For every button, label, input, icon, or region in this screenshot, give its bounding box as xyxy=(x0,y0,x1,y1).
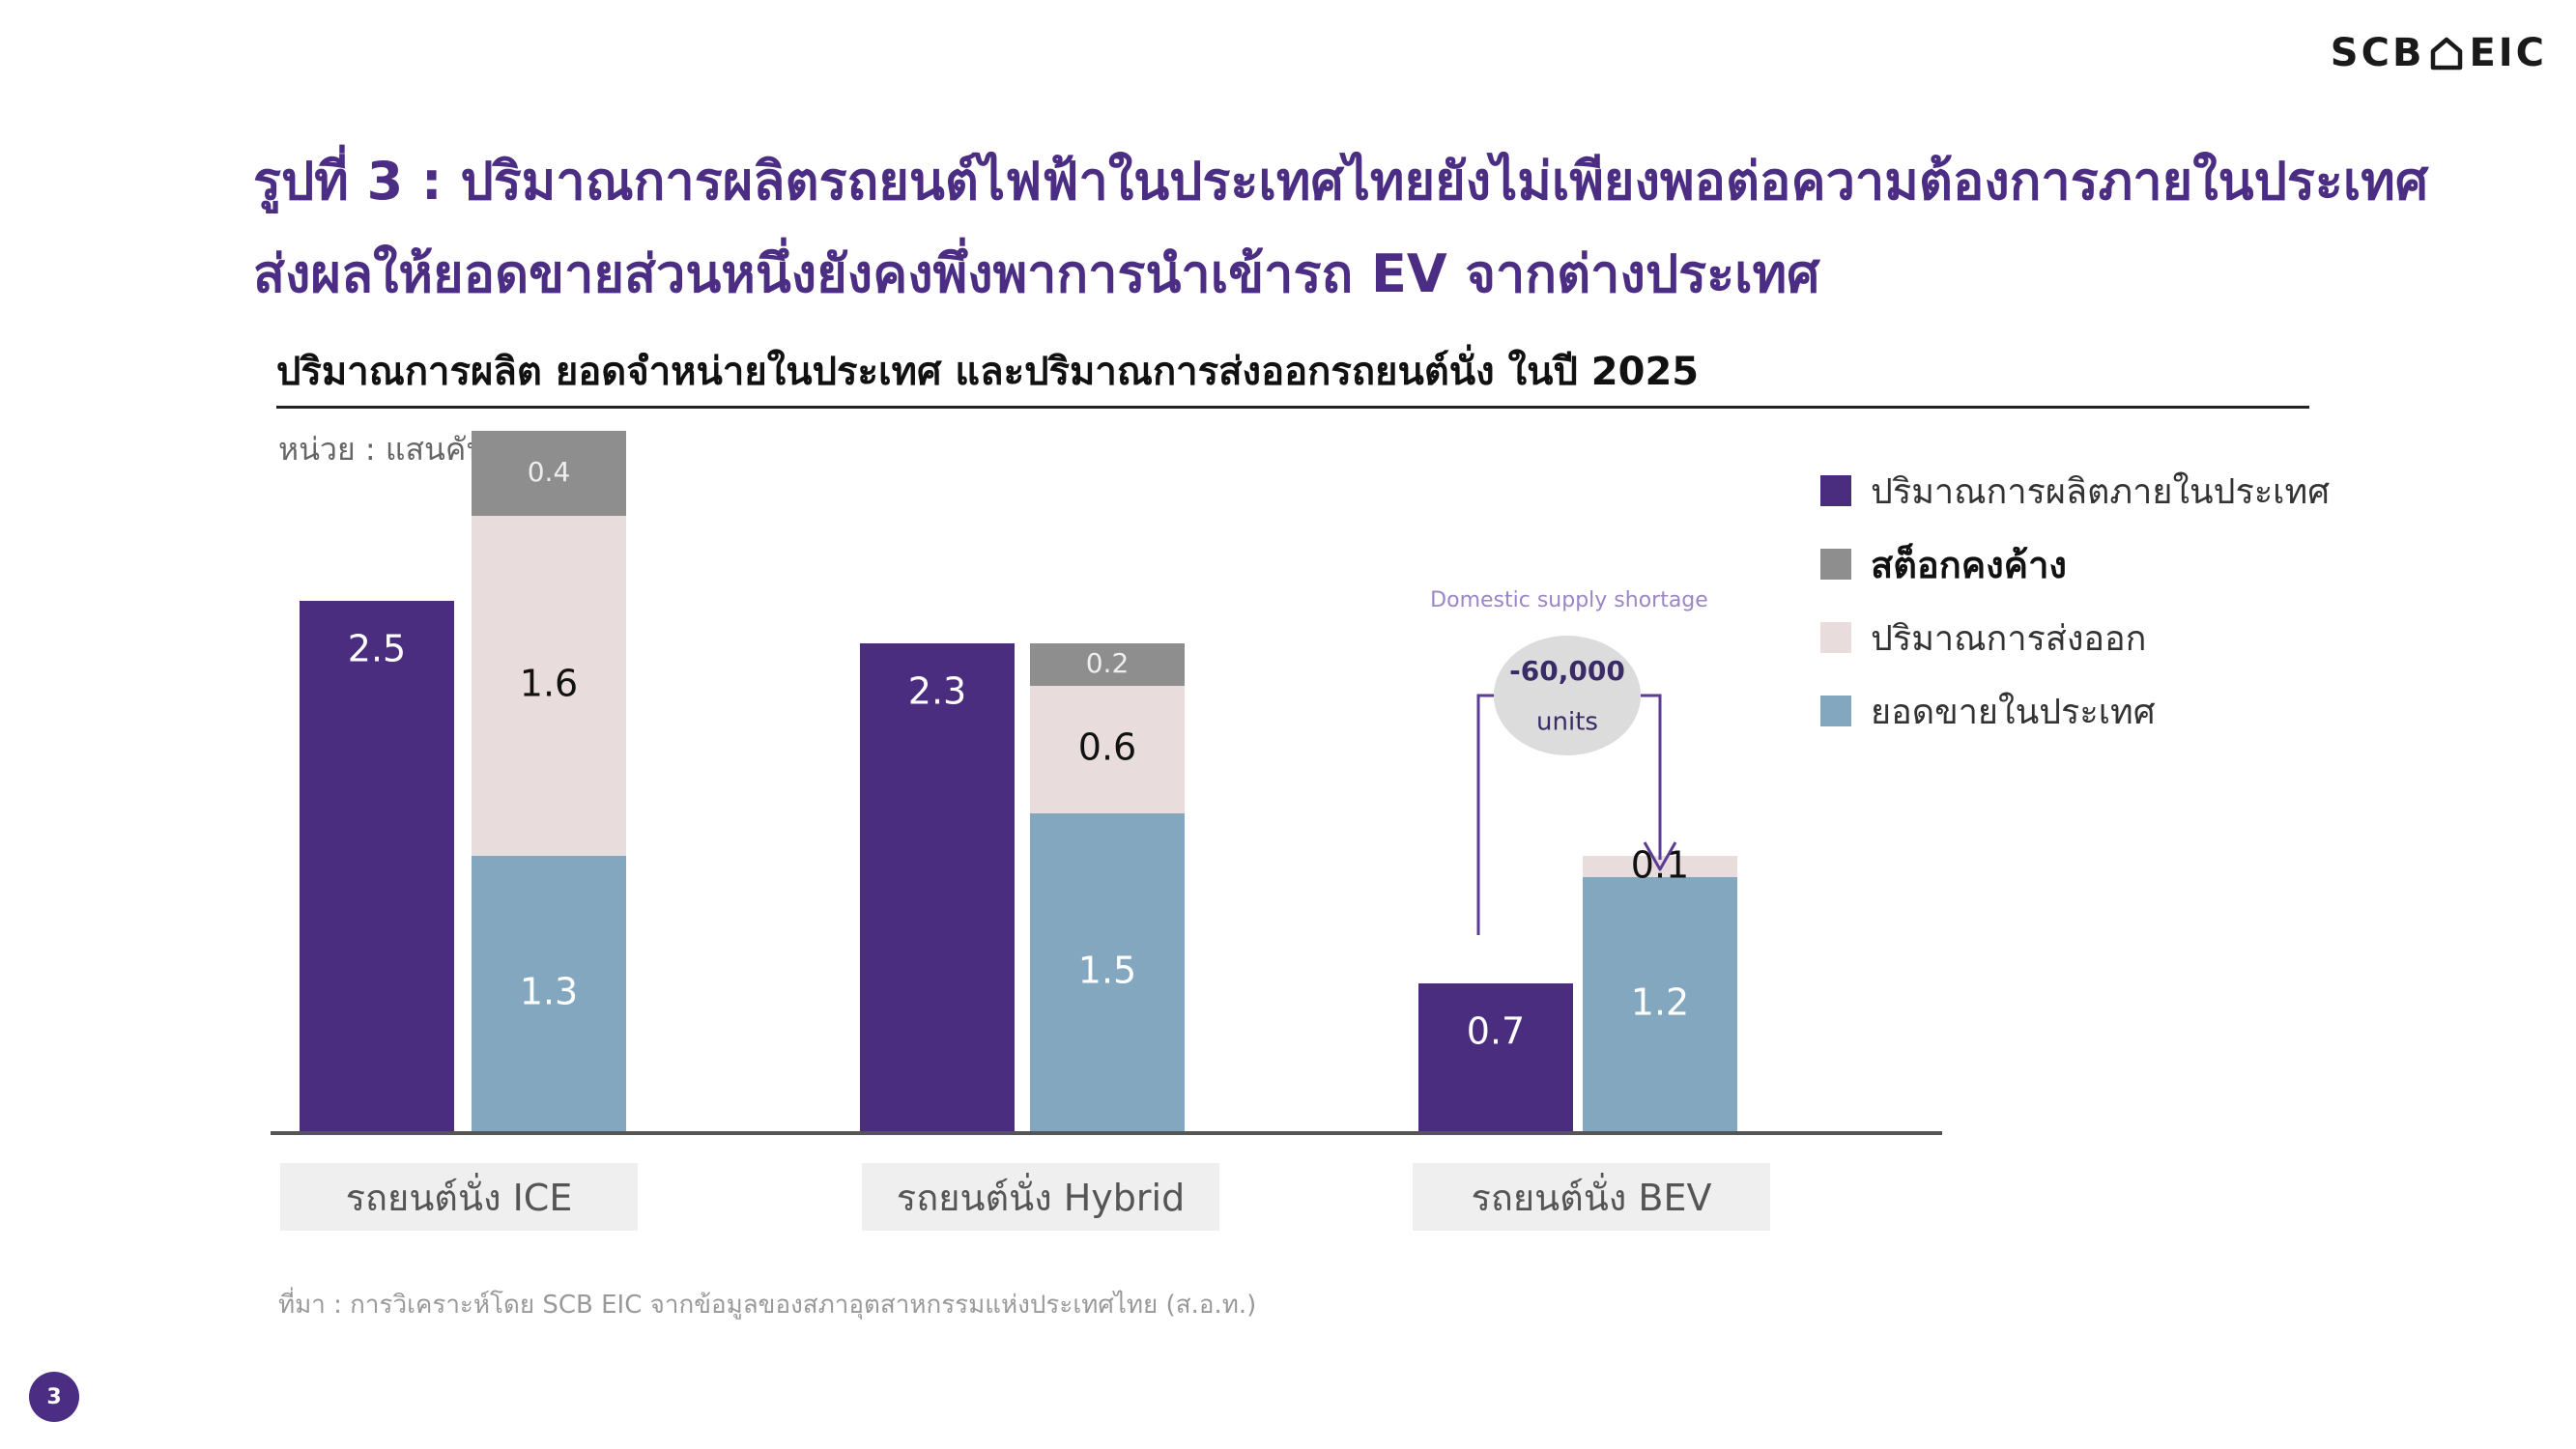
bar-stack-1-0 xyxy=(472,516,626,856)
category-label-ice: รถยนต์นั่ง ICE xyxy=(280,1163,638,1231)
legend-swatch-production xyxy=(1820,475,1851,506)
figure-title-line-2: ส่งผลให้ยอดขายส่วนหนึ่งยังคงพึ่งพาการนำเ… xyxy=(253,243,1820,304)
bar-production-0 xyxy=(300,601,454,1132)
data-label-stack-1-0: 1.6 xyxy=(520,663,578,705)
shortage-value: -60,000 xyxy=(1509,655,1625,687)
page-number: 3 xyxy=(29,1372,79,1422)
logo-text-left: SCB xyxy=(2330,31,2425,75)
legend-label-export: ปริมาณการส่งออก xyxy=(1871,618,2147,659)
bar-production-2 xyxy=(1418,983,1573,1132)
chart-title: ปริมาณการผลิต ยอดจำหน่ายในประเทศ และปริม… xyxy=(276,350,1700,394)
legend-swatch-stock xyxy=(1820,549,1851,580)
bar-stack-0-2 xyxy=(1583,877,1737,1132)
legend-swatch-export xyxy=(1820,622,1851,653)
legend-label-stock: สต็อกคงค้าง xyxy=(1871,543,2067,586)
legend-item-domestic-sales: ยอดขายในประเทศ xyxy=(1820,674,2330,748)
shortage-unit: units xyxy=(1536,708,1598,737)
legend-item-production: ปริมาณการผลิตภายในประเทศ xyxy=(1820,454,2330,527)
shortage-bubble xyxy=(1494,636,1641,755)
data-label-stack-2-1: 0.2 xyxy=(1086,647,1130,679)
shortage-bracket-left xyxy=(1476,694,1503,935)
bar-production-1 xyxy=(860,643,1015,1132)
data-label-production-2: 0.7 xyxy=(1467,1010,1525,1053)
house-icon xyxy=(2431,37,2463,71)
shortage-arrowhead xyxy=(1643,841,1677,871)
figure-title: รูปที่ 3 : ปริมาณการผลิตรถยนต์ไฟฟ้าในประ… xyxy=(253,135,2476,321)
title-rule xyxy=(276,406,2309,409)
bar-stack-1-1 xyxy=(1030,686,1185,813)
legend: ปริมาณการผลิตภายในประเทศ สต็อกคงค้าง ปริ… xyxy=(1820,454,2330,748)
data-label-production-1: 2.3 xyxy=(908,670,966,713)
data-label-stack-0-1: 1.5 xyxy=(1078,950,1136,992)
data-label-stack-1-1: 0.6 xyxy=(1078,726,1136,769)
bar-stack-0-0 xyxy=(472,856,626,1132)
data-label-production-0: 2.5 xyxy=(348,628,406,670)
legend-item-stock: สต็อกคงค้าง xyxy=(1820,527,2330,601)
category-label-hybrid: รถยนต์นั่ง Hybrid xyxy=(862,1163,1219,1231)
data-label-stack-2-0: 0.4 xyxy=(528,456,571,488)
scb-eic-logo: SCB EIC xyxy=(2331,31,2547,75)
legend-label-domestic-sales: ยอดขายในประเทศ xyxy=(1871,692,2156,732)
source-note: ที่มา : การวิเคราะห์โดย SCB EIC จากข้อมู… xyxy=(278,1291,1257,1320)
bar-stack-2-0 xyxy=(472,431,626,516)
data-label-stack-0-0: 1.3 xyxy=(520,971,578,1013)
unit-label: หน่วย : แสนคัน xyxy=(278,431,488,468)
data-label-stack-0-2: 1.2 xyxy=(1631,981,1689,1024)
category-label-bev: รถยนต์นั่ง BEV xyxy=(1413,1163,1770,1231)
logo-text-right: EIC xyxy=(2469,31,2547,75)
bar-stack-0-1 xyxy=(1030,813,1185,1132)
figure-title-line-1: รูปที่ 3 : ปริมาณการผลิตรถยนต์ไฟฟ้าในประ… xyxy=(253,151,2429,212)
legend-swatch-domestic-sales xyxy=(1820,696,1851,726)
annotation-heading: Domestic supply shortage xyxy=(1430,588,1708,612)
legend-label-production: ปริมาณการผลิตภายในประเทศ xyxy=(1871,471,2331,512)
legend-item-export: ปริมาณการส่งออก xyxy=(1820,601,2330,674)
bar-stack-2-1 xyxy=(1030,643,1185,686)
